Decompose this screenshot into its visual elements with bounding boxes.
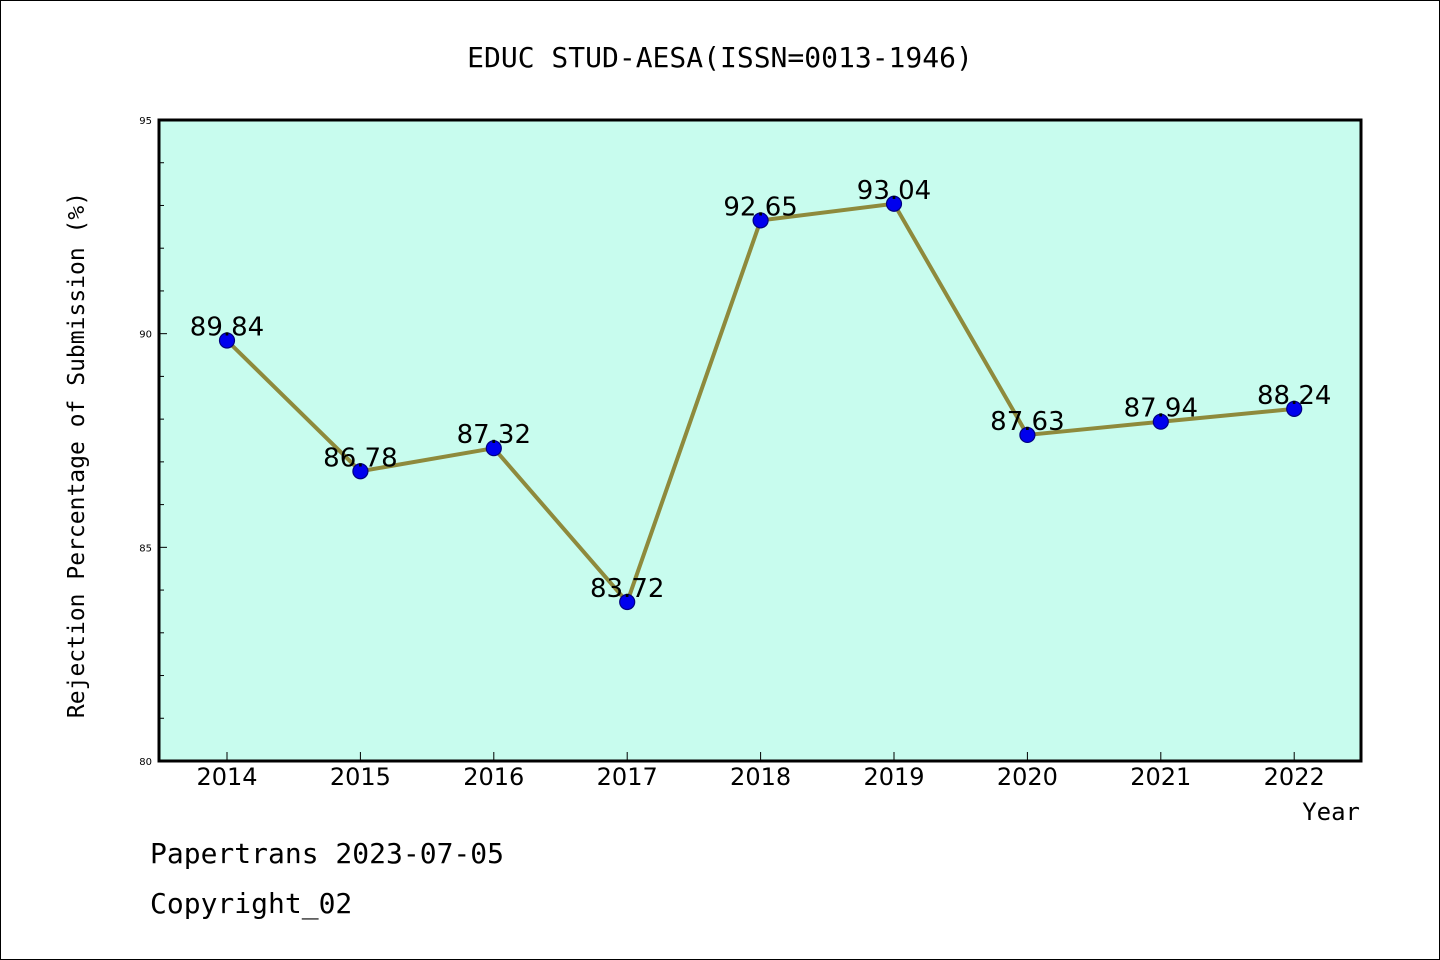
data-label: 87.94: [1124, 394, 1198, 424]
y-axis-label: Rejection Percentage of Submission (%): [64, 192, 90, 718]
footer-date: Papertrans 2023-07-05: [150, 837, 504, 870]
data-point: [1019, 426, 1036, 444]
data-point: [619, 593, 636, 611]
data-point: [885, 195, 903, 212]
data-label: 92.65: [723, 192, 797, 222]
y-tick-label: 85: [139, 543, 152, 554]
data-label: 88.24: [1257, 381, 1331, 411]
data-label: 93.04: [857, 176, 931, 206]
data-point: [352, 463, 369, 480]
x-tick-label: 2017: [597, 763, 658, 791]
x-tick-label: 2015: [330, 763, 391, 791]
data-label: 87.32: [457, 420, 531, 450]
x-tick-label: 2014: [196, 763, 257, 791]
data-point: [218, 332, 236, 349]
x-tick-label: 2021: [1130, 763, 1191, 791]
data-point: [752, 212, 769, 229]
x-tick-label: 2020: [997, 763, 1058, 791]
data-label: 86.78: [323, 443, 397, 473]
x-axis-label: Year: [1302, 798, 1360, 826]
data-point: [1152, 413, 1169, 430]
data-labels: 89.84 86.78 87.32 83.72 92.65 93.04 87.63 87.94…: [190, 176, 1332, 604]
x-tick-label: 2016: [463, 763, 524, 791]
data-label: 83.72: [590, 574, 664, 604]
data-label: 89.84: [190, 313, 264, 343]
x-tick-label: 2018: [730, 763, 791, 791]
x-tick-label: 2022: [1264, 763, 1325, 791]
data-label: 87.63: [990, 407, 1064, 437]
y-tick-label: 80: [139, 757, 152, 768]
footer-copyright: Copyright_02: [150, 887, 352, 921]
data-point: [1286, 400, 1303, 417]
y-tick-label: 90: [139, 330, 152, 341]
chart-title: EDUC STUD-AESA(ISSN=0013-1946): [467, 41, 973, 74]
data-point: [485, 440, 502, 457]
x-axis: 2014 2015 2016 2017 2018 2019 2020 2021 2022: [196, 752, 1325, 791]
y-tick-label: 95: [139, 116, 152, 127]
plot-border: [157, 118, 1363, 763]
series: [218, 195, 1303, 611]
x-tick-label: 2019: [863, 763, 924, 791]
